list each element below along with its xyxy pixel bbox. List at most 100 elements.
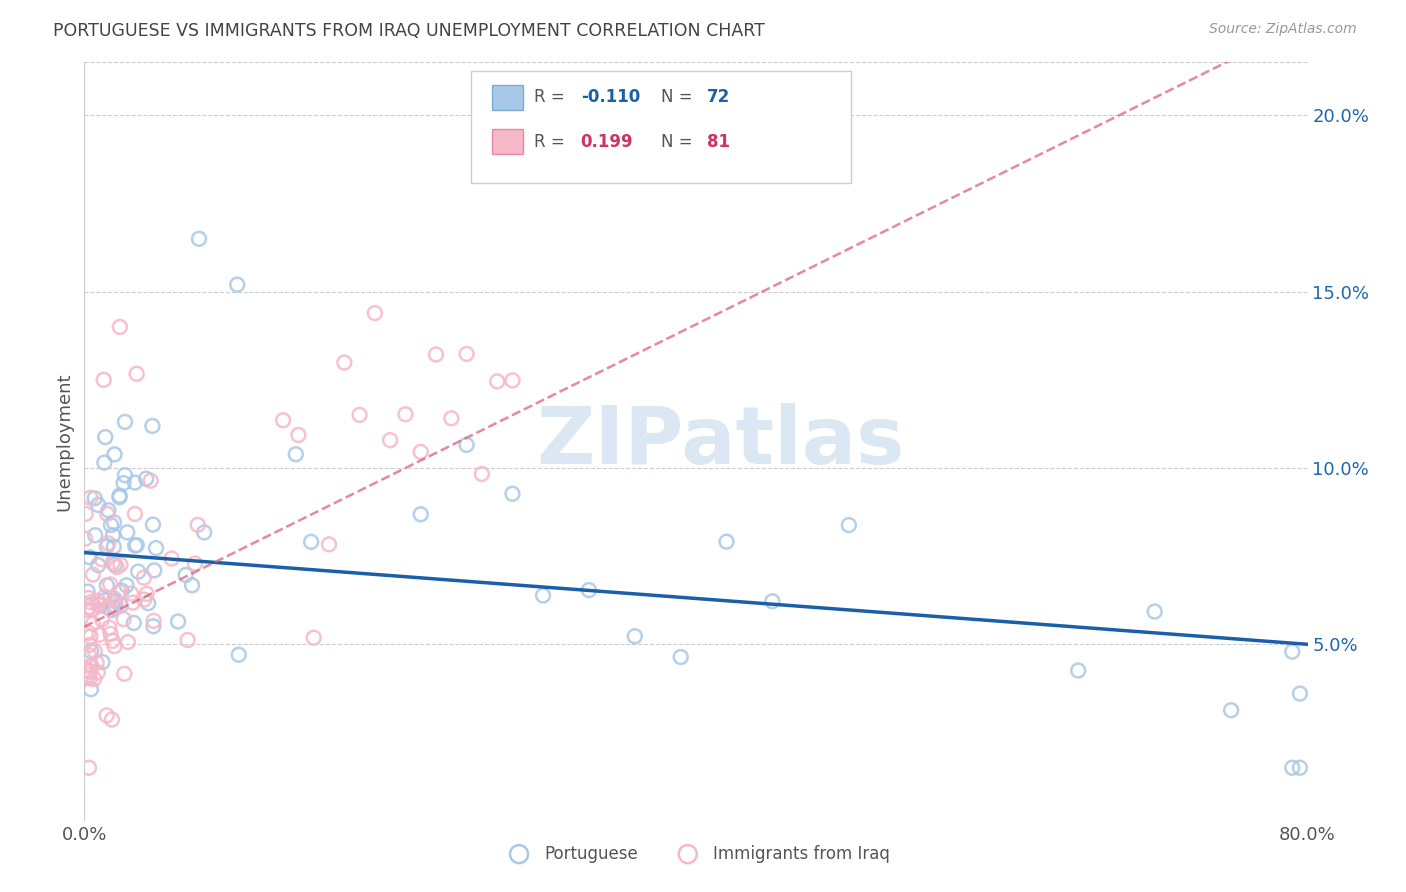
- Point: [1220, 703, 1243, 717]
- Point: [409, 445, 432, 459]
- Point: [100, 603, 122, 617]
- Point: [80, 644, 103, 658]
- Point: [284, 447, 307, 461]
- Point: [122, 615, 145, 630]
- Point: [98, 577, 121, 591]
- Point: [103, 516, 125, 530]
- Point: [90, 612, 112, 626]
- Point: [94, 593, 117, 607]
- Point: [174, 568, 197, 582]
- Point: [77, 648, 100, 662]
- Point: [101, 528, 124, 542]
- Point: [77, 626, 100, 640]
- Point: [120, 586, 142, 600]
- Point: [271, 413, 294, 427]
- Point: [80, 682, 103, 697]
- Point: [193, 525, 215, 540]
- Point: [1143, 605, 1166, 619]
- Point: [125, 367, 148, 381]
- Point: [134, 592, 156, 607]
- Point: [364, 306, 387, 320]
- Point: [135, 472, 157, 486]
- Point: [302, 631, 325, 645]
- Point: [100, 627, 122, 641]
- Point: [226, 277, 249, 292]
- Point: [114, 415, 136, 429]
- Point: [108, 320, 131, 334]
- Point: [333, 355, 356, 369]
- Point: [87, 593, 110, 607]
- Point: [145, 541, 167, 555]
- Point: [80, 602, 103, 616]
- Text: N =: N =: [661, 88, 697, 106]
- Point: [101, 713, 124, 727]
- Text: R =: R =: [534, 133, 575, 151]
- Point: [1289, 761, 1312, 775]
- Point: [187, 517, 209, 532]
- Point: [105, 599, 128, 614]
- Point: [380, 433, 402, 447]
- Point: [94, 430, 117, 444]
- Point: [299, 534, 322, 549]
- Text: R =: R =: [534, 88, 571, 106]
- Point: [96, 708, 118, 723]
- Point: [87, 598, 110, 612]
- Point: [142, 619, 165, 633]
- Point: [1281, 761, 1303, 775]
- Point: [97, 536, 120, 550]
- Point: [79, 665, 101, 679]
- Point: [108, 490, 131, 504]
- Point: [142, 614, 165, 628]
- Point: [79, 491, 101, 505]
- Point: [93, 590, 115, 604]
- Point: [79, 550, 101, 565]
- Point: [669, 650, 692, 665]
- Text: 81: 81: [707, 133, 730, 151]
- Point: [409, 508, 432, 522]
- Point: [104, 558, 127, 572]
- Point: [122, 596, 145, 610]
- Point: [167, 615, 190, 629]
- Point: [97, 503, 120, 517]
- Point: [91, 655, 114, 669]
- Point: [456, 347, 478, 361]
- Point: [79, 671, 101, 685]
- Point: [318, 537, 340, 551]
- Point: [76, 603, 98, 617]
- Point: [287, 428, 309, 442]
- Point: [1289, 687, 1312, 701]
- Point: [77, 668, 100, 682]
- Point: [77, 663, 100, 677]
- Point: [97, 600, 120, 615]
- Point: [125, 538, 148, 552]
- Point: [110, 558, 132, 572]
- Text: PORTUGUESE VS IMMIGRANTS FROM IRAQ UNEMPLOYMENT CORRELATION CHART: PORTUGUESE VS IMMIGRANTS FROM IRAQ UNEMP…: [53, 22, 765, 40]
- Point: [394, 407, 416, 421]
- Point: [716, 534, 738, 549]
- Text: Source: ZipAtlas.com: Source: ZipAtlas.com: [1209, 22, 1357, 37]
- Point: [82, 567, 104, 582]
- Point: [486, 375, 509, 389]
- Point: [87, 665, 110, 680]
- Point: [75, 507, 97, 521]
- Text: 72: 72: [707, 88, 731, 106]
- Text: ZIPatlas: ZIPatlas: [536, 402, 904, 481]
- Point: [124, 539, 146, 553]
- Point: [82, 616, 104, 631]
- Point: [112, 612, 135, 626]
- Point: [502, 487, 524, 501]
- Point: [117, 525, 139, 540]
- Point: [103, 591, 125, 606]
- Point: [103, 540, 125, 554]
- Point: [80, 595, 103, 609]
- Point: [1281, 645, 1303, 659]
- Point: [103, 639, 125, 653]
- Point: [79, 630, 101, 644]
- Point: [96, 578, 118, 592]
- Point: [176, 632, 198, 647]
- Point: [108, 585, 131, 599]
- Point: [80, 658, 103, 673]
- Point: [141, 419, 163, 434]
- Point: [160, 551, 183, 566]
- Point: [578, 583, 600, 598]
